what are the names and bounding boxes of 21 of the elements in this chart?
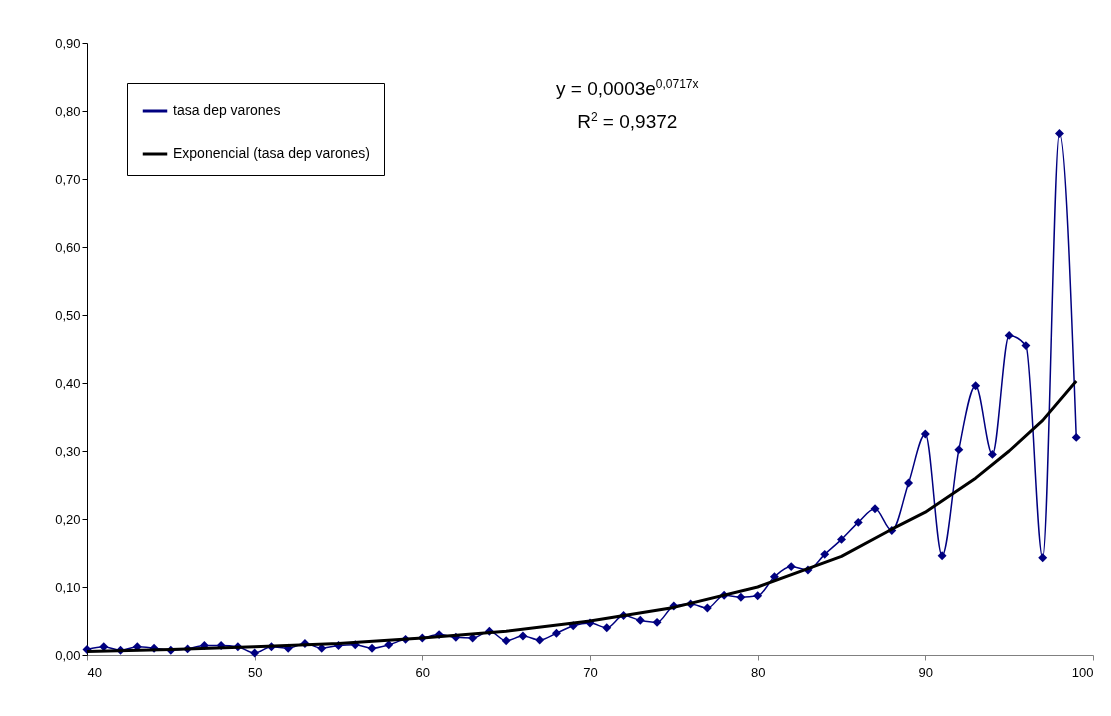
x-tick-label: 90 xyxy=(918,664,934,680)
x-tick-label: 50 xyxy=(247,664,263,680)
y-tick-label: 0,60 xyxy=(55,239,81,255)
y-tick-label: 0,80 xyxy=(55,103,81,119)
x-tick-label: 40 xyxy=(87,664,102,680)
x-tick-label: 70 xyxy=(583,664,598,680)
y-tick-label: 0,40 xyxy=(55,375,81,391)
x-tick-label: 60 xyxy=(415,664,431,680)
y-tick-label: 0,30 xyxy=(55,443,81,459)
y-tick-label: 0,00 xyxy=(55,647,81,663)
y-tick-label: 0,70 xyxy=(55,171,81,187)
annotation: R$^{2}$ = 0,9372 xyxy=(576,109,679,135)
y-tick-label: 0,50 xyxy=(55,307,81,323)
legend-label: tasa dep varones xyxy=(173,102,281,118)
y-tick-label: 0,90 xyxy=(55,35,81,51)
x-tick-label: 80 xyxy=(750,664,766,680)
y-tick-label: 0,20 xyxy=(55,511,81,527)
annotation: y = 0,0003e$^{0,0717x}$ xyxy=(556,76,699,102)
y-tick-label: 0,10 xyxy=(55,579,81,595)
legend-label: Exponencial (tasa dep varones) xyxy=(173,145,370,161)
x-tick-label: 100 xyxy=(1071,664,1094,680)
